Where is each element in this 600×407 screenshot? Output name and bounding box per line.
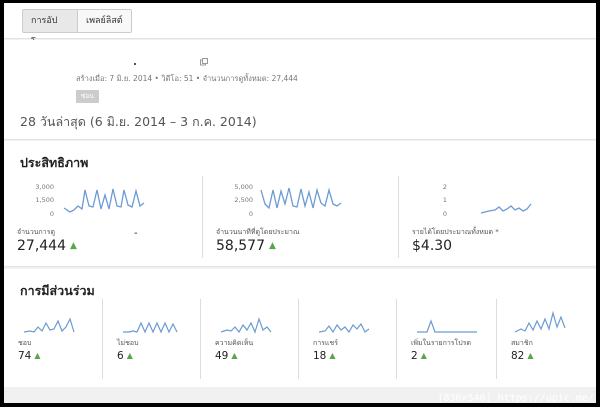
views-label: จำนวนการดู [17, 228, 56, 236]
revenue-chart: 2 1 0 [443, 183, 532, 218]
hidden-badge: ซ่อน [76, 90, 99, 103]
views-value: 27,444 ▲ [17, 238, 77, 254]
trend-up-icon: ▲ [126, 351, 133, 360]
comments-sparkline [220, 317, 272, 334]
dislikes-label: ไม่ชอบ [117, 339, 139, 347]
trend-up-icon: ▲ [231, 351, 238, 360]
favorites-value: 2 ▲ [411, 350, 427, 362]
favorites-series-line [417, 319, 477, 333]
comments-card[interactable]: ความคิดเห็น 49 ▲ [200, 299, 298, 379]
dislikes-sparkline [123, 321, 178, 334]
shares-series-line [318, 322, 370, 334]
engagement-title: การมีส่วนร่วม [20, 283, 95, 298]
subscribers-label: สมาชิก [511, 339, 533, 347]
watch-time-chart: 5,000 2,500 0 [234, 183, 342, 218]
trend-up-icon: ▲ [420, 351, 427, 360]
subscribers-card[interactable]: สมาชิก 82 ▲ [496, 299, 596, 379]
likes-card[interactable]: ชอบ 74 ▲ [4, 299, 102, 379]
date-range[interactable]: 28 วันล่าสุด (6 มิ.ย. 2014 – 3 ก.ค. 2014… [20, 114, 257, 129]
revenue-tick-1: 1 [443, 196, 447, 204]
external-link-icon[interactable] [200, 58, 208, 68]
revenue-label: รายได้โดยประมาณทั้งหมด * [412, 228, 499, 236]
comments-series-line [220, 317, 272, 334]
revenue-card[interactable]: 2 1 0 รายได้โดยประมาณทั้งหมด * $4.30 [398, 176, 596, 258]
watch-tick-2500: 2,500 [234, 196, 253, 204]
likes-sparkline [23, 317, 75, 333]
watch-time-value: 58,577 ▲ [216, 238, 276, 254]
video-info-panel: สร้างเมื่อ: 7 มิ.ย. 2014 • วิดีโอ: 51 • … [4, 40, 596, 140]
views-series-line [63, 188, 145, 213]
shares-card[interactable]: การแชร์ 18 ▲ [298, 299, 396, 379]
tab-playlists[interactable]: เพลย์ลิสต์ [77, 9, 132, 33]
comments-value: 49 ▲ [215, 350, 238, 362]
engagement-section: การมีส่วนร่วม ชอบ 74 ▲ ไม่ชอบ 6 ▲ ความคิดเ… [4, 269, 596, 387]
likes-value: 74 ▲ [18, 350, 41, 362]
watch-tick-0: 0 [249, 210, 253, 218]
trend-up-icon: ▲ [34, 351, 41, 360]
dislikes-card[interactable]: ไม่ชอบ 6 ▲ [102, 299, 200, 379]
watch-time-series-line [260, 187, 342, 210]
watch-time-label: จำนวนนาทีที่ดูโดยประมาณ [216, 228, 300, 236]
trend-up-icon: ▲ [329, 351, 336, 360]
subscribers-sparkline [514, 310, 566, 333]
revenue-tick-2: 2 [443, 183, 447, 191]
performance-section: ประสิทธิภาพ 3,000 1,500 0 จำนวนการดู - 2… [4, 141, 596, 267]
analytics-frame: การอัปโหลด เพลย์ลิสต์ สร้างเมื่อ: 7 มิ.ย… [4, 3, 596, 403]
tab-uploads[interactable]: การอัปโหลด [22, 9, 78, 48]
views-card[interactable]: 3,000 1,500 0 จำนวนการดู - 27,444 ▲ [4, 176, 202, 258]
likes-label: ชอบ [18, 339, 32, 347]
trend-up-icon: ▲ [527, 351, 534, 360]
revenue-tick-0: 0 [443, 210, 447, 218]
favorites-sparkline [417, 319, 477, 333]
revenue-value: $4.30 [412, 238, 453, 254]
shares-sparkline [318, 322, 370, 334]
views-chart: 3,000 1,500 0 [35, 183, 145, 218]
views-tick-0: 0 [50, 210, 54, 218]
favorites-card[interactable]: เพิ่มในรายการโปรด 2 ▲ [396, 299, 496, 379]
watch-tick-5000: 5,000 [234, 183, 253, 191]
subscribers-series-line [514, 310, 566, 333]
shares-label: การแชร์ [313, 339, 338, 347]
revenue-series-line [480, 203, 532, 214]
favorites-label: เพิ่มในรายการโปรด [411, 339, 472, 347]
views-tick-1500: 1,500 [35, 196, 54, 204]
dislikes-series-line [123, 321, 178, 334]
comments-label: ความคิดเห็น [215, 339, 254, 347]
watermark: [836x540] https://upic.me/ [437, 393, 594, 404]
views-tick-3000: 3,000 [35, 183, 54, 191]
tabs-bar: การอัปโหลด เพลย์ลิสต์ [4, 3, 596, 48]
views-dash: - [134, 228, 138, 239]
trend-up-icon: ▲ [70, 241, 77, 251]
likes-series-line [23, 317, 75, 333]
performance-title: ประสิทธิภาพ [20, 155, 89, 170]
dislikes-value: 6 ▲ [117, 350, 133, 362]
trend-up-icon: ▲ [269, 241, 276, 251]
subscribers-value: 82 ▲ [511, 350, 534, 362]
watch-time-card[interactable]: 5,000 2,500 0 จำนวนนาทีที่ดูโดยประมาณ 58… [202, 176, 398, 258]
video-meta: สร้างเมื่อ: 7 มิ.ย. 2014 • วิดีโอ: 51 • … [76, 74, 298, 83]
title-placeholder [134, 63, 136, 65]
shares-value: 18 ▲ [313, 350, 336, 362]
